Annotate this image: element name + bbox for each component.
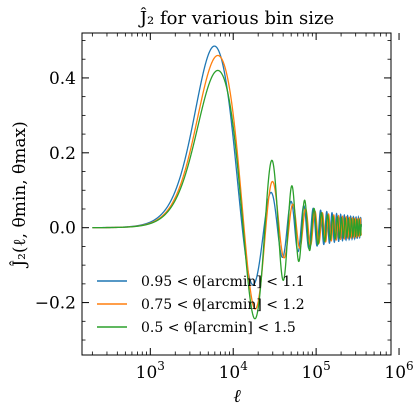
x-tick-label: 106 bbox=[384, 359, 413, 383]
y-tick-label: 0.4 bbox=[49, 69, 76, 89]
chart-title: Ĵ₂ for various bin size bbox=[138, 6, 334, 29]
legend-label-3: 0.5 < θ[arcmin] < 1.5 bbox=[141, 320, 296, 336]
y-tick-label: 0.2 bbox=[49, 144, 76, 164]
legend: 0.95 < θ[arcmin] < 1.1 0.75 < θ[arcmin] <… bbox=[97, 274, 305, 336]
x-tick-label: 104 bbox=[219, 359, 249, 383]
y-axis-label: Ĵ₂(ℓ, θmin, θmax) bbox=[10, 121, 30, 268]
series-line-3 bbox=[92, 69, 362, 320]
plot-frame bbox=[81, 32, 392, 356]
y-tick-label: 0.0 bbox=[49, 219, 76, 239]
y-tick-label: −0.2 bbox=[35, 294, 76, 314]
legend-label-1: 0.95 < θ[arcmin] < 1.1 bbox=[141, 274, 305, 290]
legend-label-2: 0.75 < θ[arcmin] < 1.2 bbox=[141, 297, 305, 313]
x-tick-label: 105 bbox=[301, 359, 330, 383]
x-axis-label: ℓ bbox=[233, 386, 241, 407]
x-tick-label: 103 bbox=[136, 359, 165, 383]
